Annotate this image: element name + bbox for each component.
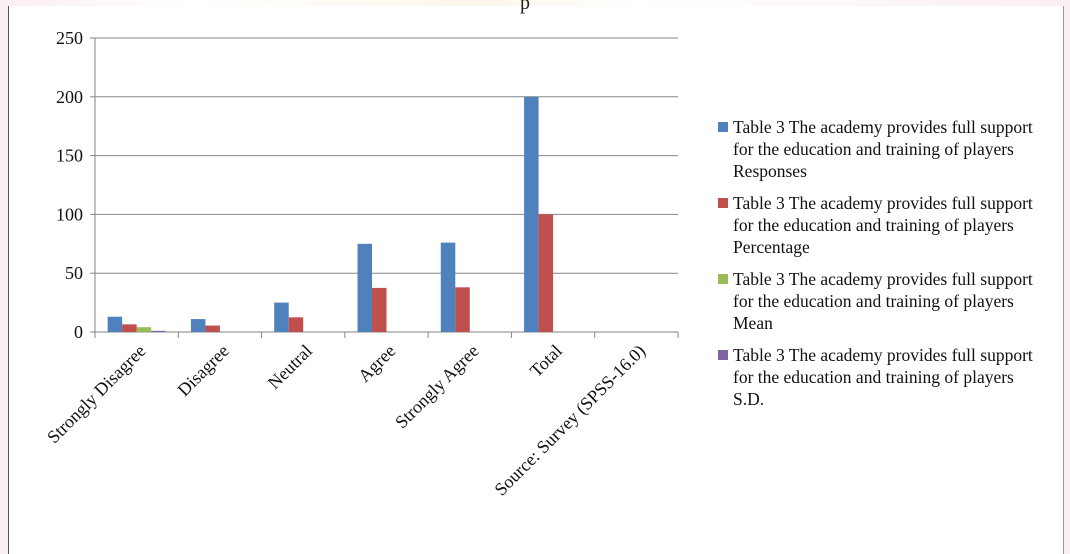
bar-disagree-series-1 [190, 319, 206, 332]
legend-label: Table 3 The academy provides full suppor… [733, 117, 1033, 181]
bar-neutral-series-2 [288, 317, 304, 332]
bar-strongly-disagree-series-3 [136, 327, 152, 332]
x-category-label: Strongly Agree [391, 341, 483, 433]
bar-strongly-disagree-series-1 [107, 316, 123, 332]
legend-label: Table 3 The academy provides full suppor… [733, 345, 1033, 409]
legend-swatch [718, 274, 728, 284]
x-category-label: Strongly Disagree [43, 341, 149, 447]
bar-strongly-agree-series-1 [440, 242, 456, 332]
y-tick-label: 200 [56, 87, 83, 107]
bar-agree-series-1 [357, 243, 372, 332]
legend-swatch [718, 350, 728, 360]
bar-disagree-series-2 [205, 325, 220, 332]
x-category-label: Source: Survey (SPSS-16.0) [490, 341, 649, 500]
legend-item: Table 3 The academy provides full suppor… [718, 344, 1048, 410]
chart-legend: Table 3 The academy provides full suppor… [718, 116, 1048, 420]
page-header-fragment: p [520, 0, 530, 14]
x-category-label: Agree [354, 341, 399, 386]
y-tick-label: 250 [56, 28, 83, 48]
bar-strongly-agree-series-2 [455, 287, 470, 332]
y-tick-label: 150 [56, 146, 83, 166]
legend-item: Table 3 The academy provides full suppor… [718, 116, 1048, 182]
legend-item: Table 3 The academy provides full suppor… [718, 192, 1048, 258]
legend-swatch [718, 198, 728, 208]
bar-neutral-series-1 [274, 302, 289, 332]
x-category-label: Total [526, 341, 566, 381]
legend-label: Table 3 The academy provides full suppor… [733, 269, 1033, 333]
x-category-label: Neutral [264, 341, 316, 393]
bar-total-series-2 [538, 214, 554, 332]
legend-item: Table 3 The academy provides full suppor… [718, 268, 1048, 334]
bar-strongly-disagree-series-2 [122, 324, 137, 332]
legend-label: Table 3 The academy provides full suppor… [733, 193, 1033, 257]
bar-strongly-disagree-series-4 [151, 330, 166, 332]
y-tick-label: 0 [74, 322, 83, 342]
bar-total-series-1 [524, 96, 539, 332]
legend-swatch [718, 122, 728, 132]
bar-agree-series-2 [372, 287, 387, 332]
y-tick-label: 50 [65, 263, 83, 283]
y-tick-label: 100 [56, 204, 83, 224]
x-category-label: Disagree [173, 341, 232, 400]
